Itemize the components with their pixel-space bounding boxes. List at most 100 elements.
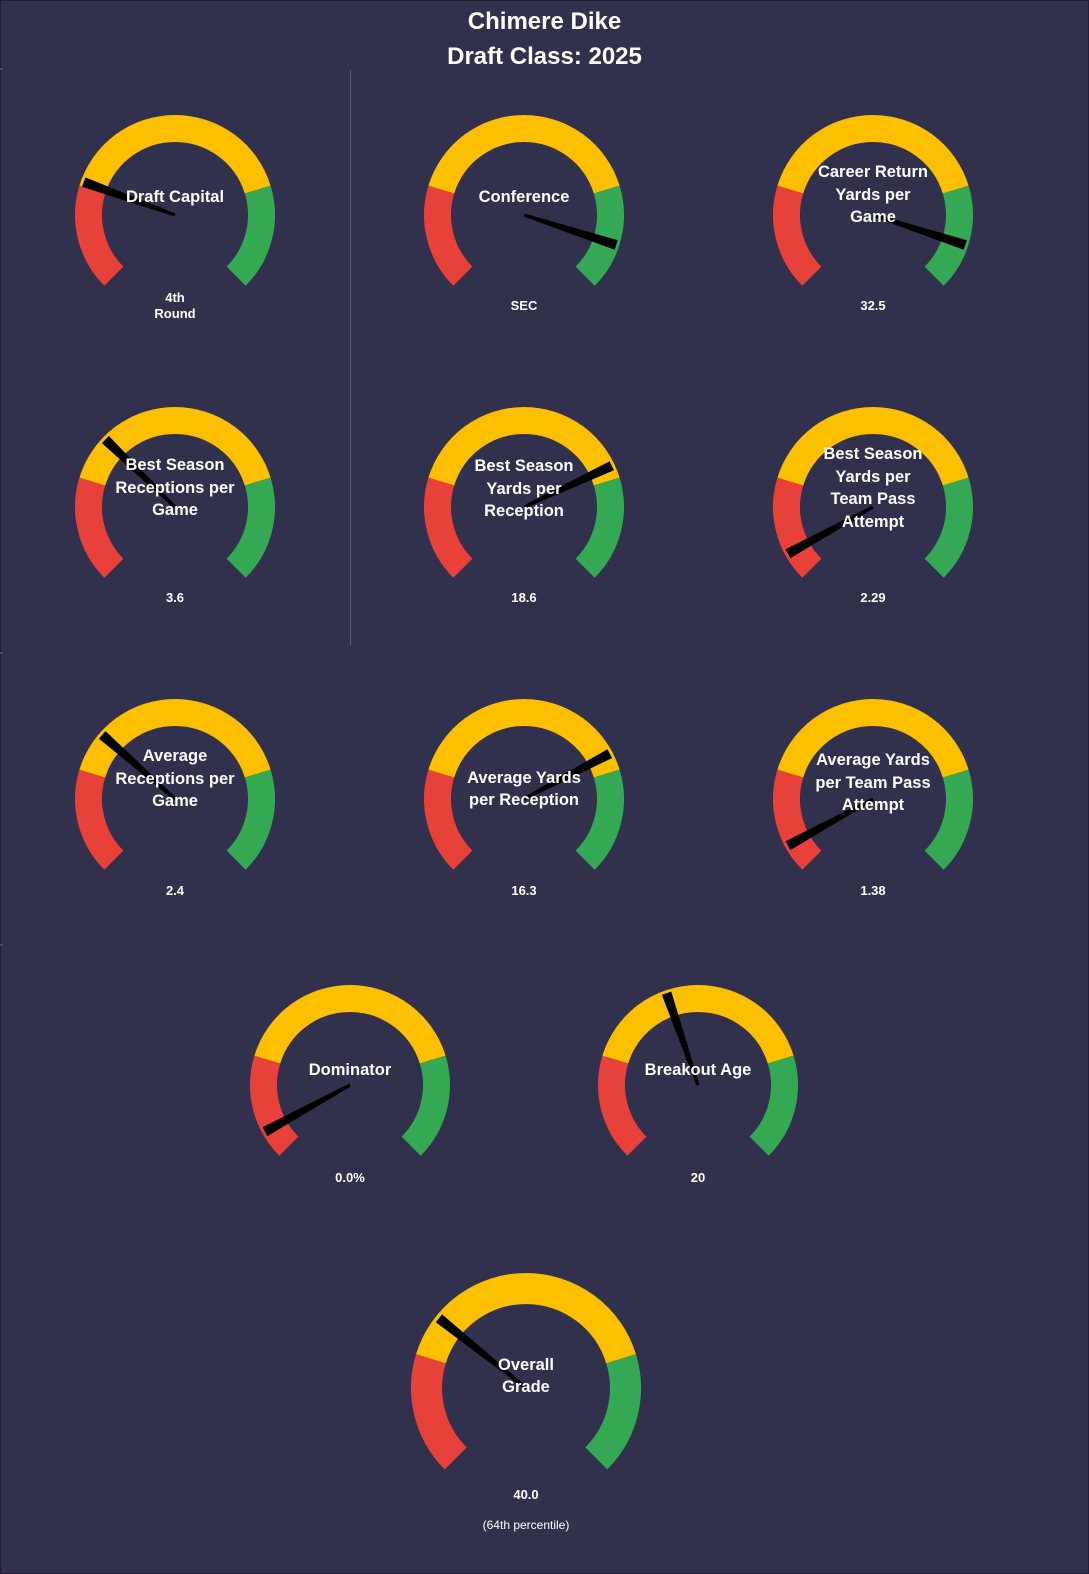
gauge-band-mid — [416, 1273, 636, 1364]
gauge-band-high — [924, 769, 973, 870]
gauge-band-mid — [428, 407, 620, 486]
gauge-value: 4th Round — [115, 290, 235, 322]
gauge-value: 2.4 — [115, 883, 235, 899]
edge-marker — [0, 68, 3, 70]
gauge-band-high — [226, 185, 275, 286]
gauge-label: Draft Capital — [100, 186, 250, 209]
gauge — [411, 1273, 641, 1470]
gauge-label-line: Game — [152, 792, 198, 811]
gauge-label-line: Best Season — [823, 445, 923, 463]
gauge-band-low — [75, 477, 124, 578]
gauge — [424, 407, 624, 578]
gauge — [424, 115, 624, 286]
gauge-label: Average Yards per Reception — [449, 767, 599, 812]
gauge-band-low — [75, 769, 124, 870]
gauge-value-main: 0.0% — [335, 1170, 365, 1185]
gauge-label-line: Yards per — [835, 185, 911, 204]
gauge-label: Best Season Yards per Team Pass Attempt — [798, 443, 948, 533]
gauge — [424, 699, 624, 870]
gauge-band-mid — [428, 699, 620, 778]
gauge-value: 2.29 — [813, 590, 933, 606]
gauge-label: Best Season Yards per Reception — [449, 455, 599, 523]
gauge-label: Best Season Receptions per Game — [100, 454, 250, 522]
gauge-band-high — [584, 1354, 641, 1470]
gauge — [773, 115, 973, 286]
player-name: Chimere Dike — [467, 8, 622, 35]
gauge-value-main: 2.29 — [860, 590, 886, 605]
gauge-value-main: 16.3 — [511, 883, 537, 898]
gauge-value: 1.38 — [813, 883, 933, 899]
gauge-needle — [785, 505, 874, 559]
gauge-label-line: Average Yards — [467, 768, 581, 787]
gauge — [773, 407, 973, 578]
gauge-needle — [262, 1083, 351, 1137]
gauge-value: 3.6 — [115, 590, 235, 606]
gauge-band-mid — [79, 115, 271, 194]
gauge-label-line: Reception — [484, 502, 564, 521]
gauge-label: Breakout Age — [623, 1059, 773, 1082]
gauge-label-line: Average — [142, 747, 208, 766]
gauge-value: 32.5 — [813, 298, 933, 314]
gauge-label: Overall Grade — [451, 1354, 601, 1399]
gauge-band-high — [401, 1055, 450, 1156]
gauge-band-high — [575, 769, 624, 870]
gauge-label-line: Attempt — [841, 512, 905, 531]
gauge-label-line: Overall — [498, 1355, 554, 1374]
gauge-label-line: Average Yards — [816, 751, 930, 770]
gauge-value-main: 32.5 — [860, 298, 886, 313]
gauge-value-main: 18.6 — [511, 590, 537, 605]
gauge-needle — [98, 731, 177, 801]
gauge — [250, 985, 450, 1156]
gauge-label-line: Yards per — [486, 479, 562, 498]
gauge-band-low — [773, 477, 822, 578]
gauge-value-main: 3.6 — [165, 590, 185, 605]
gauge-needle — [523, 461, 614, 509]
draft-class: Draft Class: 2025 — [447, 43, 642, 70]
gauge-label-line: Receptions per — [115, 769, 235, 788]
gauge-label: Conference — [449, 186, 599, 209]
gauge-band-high — [749, 1055, 798, 1156]
gauge-band-low — [75, 185, 124, 286]
gauge-value: 0.0% — [290, 1170, 410, 1186]
gauge-label: Career Return Yards per Game — [798, 161, 948, 229]
gauge-value-main: 4th — [165, 290, 185, 305]
gauge-value-main: 1.38 — [860, 883, 886, 898]
gauge-value-sub: Round — [154, 306, 196, 321]
gauge-value-main: SEC — [510, 298, 538, 313]
gauge-band-low — [424, 185, 473, 286]
gauge-band-low — [773, 769, 822, 870]
gauge-band-mid — [79, 699, 271, 778]
gauge-value: 16.3 — [464, 883, 584, 899]
gauge-band-low — [598, 1055, 647, 1156]
gauge-needle — [523, 749, 613, 801]
gauge-label-line: Game — [850, 208, 896, 227]
gauge-label-line: Dominator — [308, 1060, 392, 1079]
gauge-value: SEC — [464, 298, 584, 314]
gauge-band-low — [773, 185, 822, 286]
edge-marker — [0, 652, 3, 654]
gauge-band-mid — [79, 407, 271, 486]
gauge — [75, 699, 275, 870]
gauge-label: Dominator — [275, 1059, 425, 1082]
gauge-value: 40.0 (64th percentile) — [466, 1487, 586, 1533]
gauge-label-line: Receptions per — [115, 478, 235, 497]
gauge-label: Average Yards per Team Pass Attempt — [798, 749, 948, 817]
gauge-label-line: Conference — [478, 187, 570, 206]
gauge-value-main: 2.4 — [165, 883, 185, 898]
title-block: Chimere Dike Draft Class: 2025 — [0, 4, 1089, 74]
gauge-label-line: Game — [152, 501, 198, 520]
gauge-label-line: Grade — [502, 1378, 550, 1396]
gauge-value-sub: (64th percentile) — [482, 1518, 570, 1532]
gauge-label: Average Receptions per Game — [100, 745, 250, 813]
gauge — [75, 115, 275, 286]
gauge-band-high — [226, 769, 275, 870]
gauge-band-high — [924, 477, 973, 578]
gauge-band-low — [250, 1055, 299, 1156]
gauge-label-line: Breakout Age — [644, 1060, 752, 1079]
gauge-value: 18.6 — [464, 590, 584, 606]
gauge-band-low — [424, 477, 473, 578]
gauge-band-mid — [777, 699, 969, 778]
gauge-needle — [785, 797, 874, 851]
gauge-label-line: Career Return — [817, 163, 929, 182]
